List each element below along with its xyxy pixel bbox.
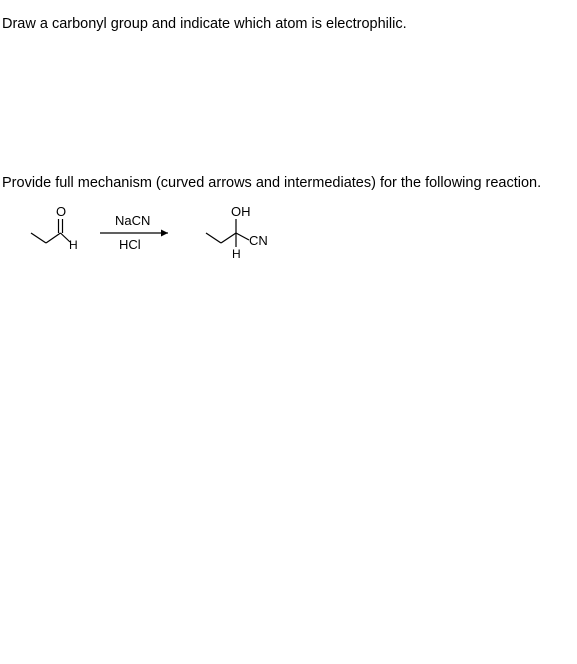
product-hydrogen-label: H <box>232 247 241 261</box>
question-1: Draw a carbonyl group and indicate which… <box>2 16 407 33</box>
reagent-bottom-label: HCl <box>119 237 141 252</box>
product-cn-label: CN <box>249 233 268 248</box>
question-2: Provide full mechanism (curved arrows an… <box>2 175 541 192</box>
reaction-scheme: O H NaCN HCl OH CN <box>20 205 330 265</box>
reactant-oxygen-label: O <box>56 205 66 219</box>
reagent-top-label: NaCN <box>115 213 150 228</box>
reactant-structure: O H <box>31 205 78 252</box>
reactant-hydrogen-label: H <box>69 238 78 252</box>
product-oh-label: OH <box>231 205 251 219</box>
product-structure: OH CN H <box>206 205 268 261</box>
reaction-arrow: NaCN HCl <box>100 213 168 252</box>
